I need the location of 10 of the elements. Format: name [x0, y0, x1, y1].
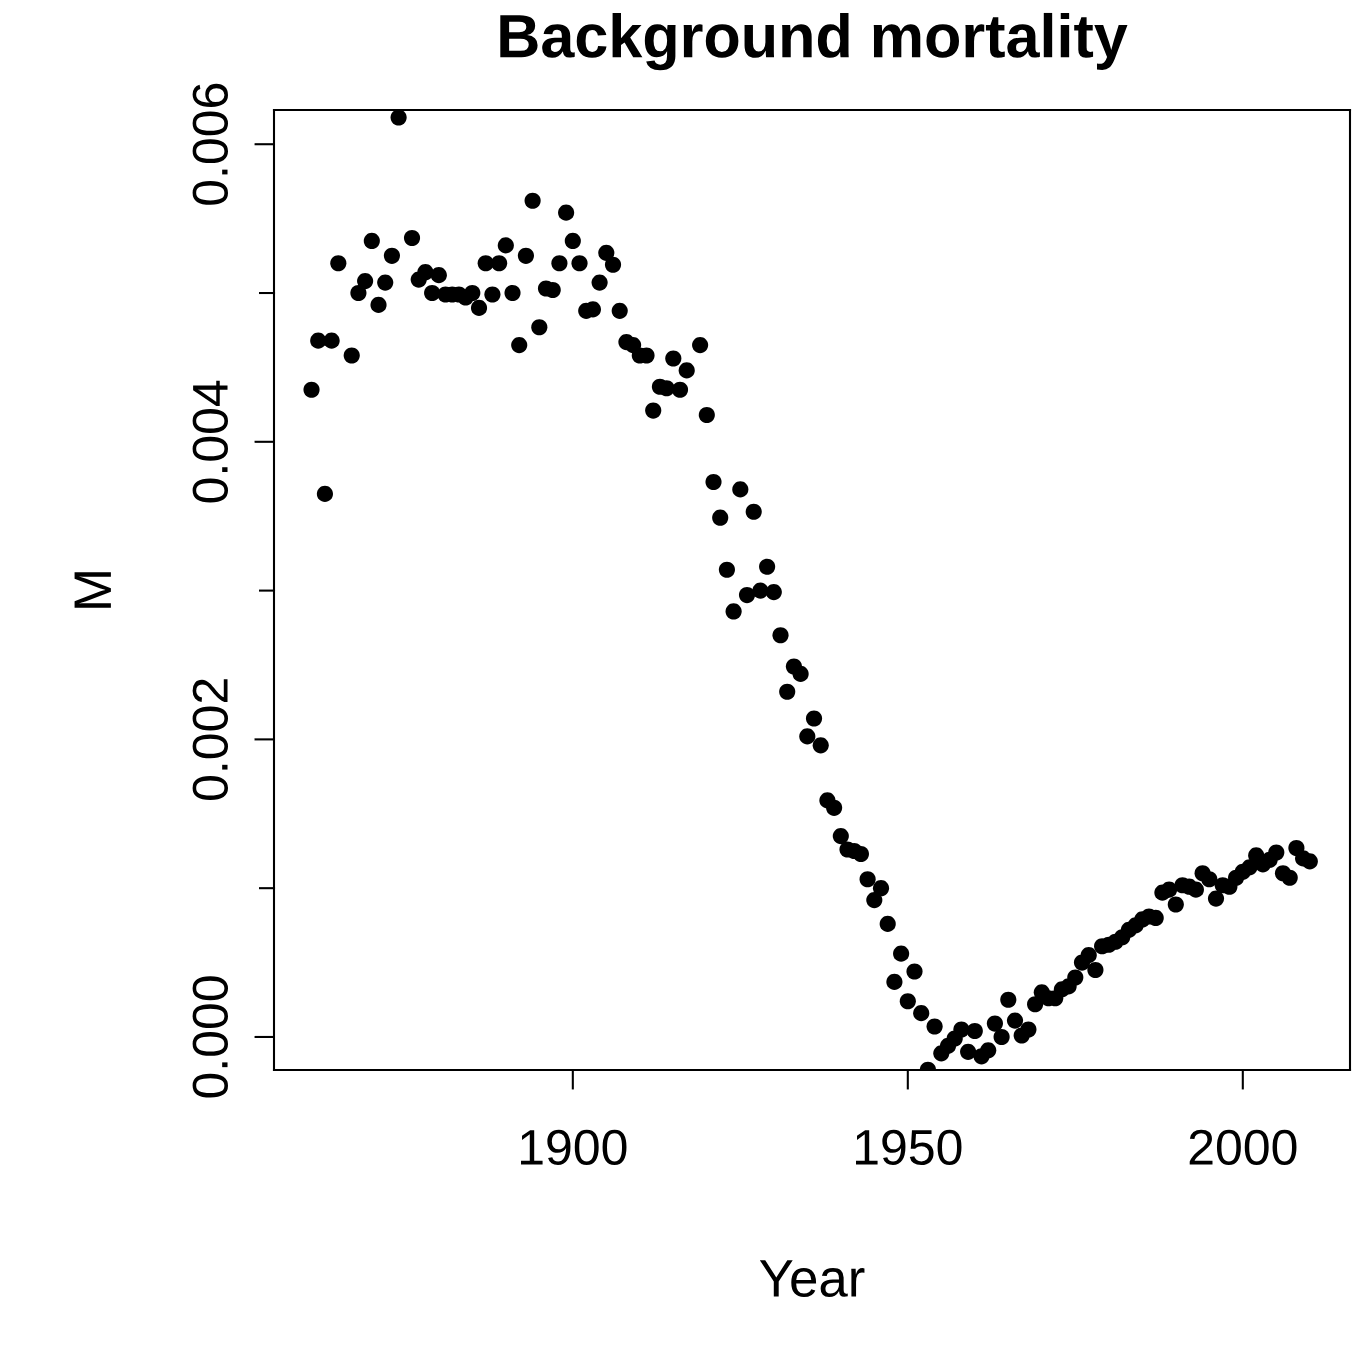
- chart-title: Background mortality: [500, 12, 1128, 71]
- y-axis-title: M: [74, 572, 111, 608]
- y-tick-label: 0.000: [192, 976, 229, 1098]
- y-tick-label: 0.006: [192, 83, 229, 205]
- x-tick-label: 1950: [856, 1129, 962, 1166]
- y-tick-label: 0.002: [192, 679, 229, 800]
- x-tick-label: 1900: [521, 1129, 627, 1166]
- x-tick-label: 2000: [1189, 1129, 1297, 1166]
- x-axis-title: Year: [759, 1260, 865, 1298]
- y-tick-label: 0.004: [192, 380, 229, 503]
